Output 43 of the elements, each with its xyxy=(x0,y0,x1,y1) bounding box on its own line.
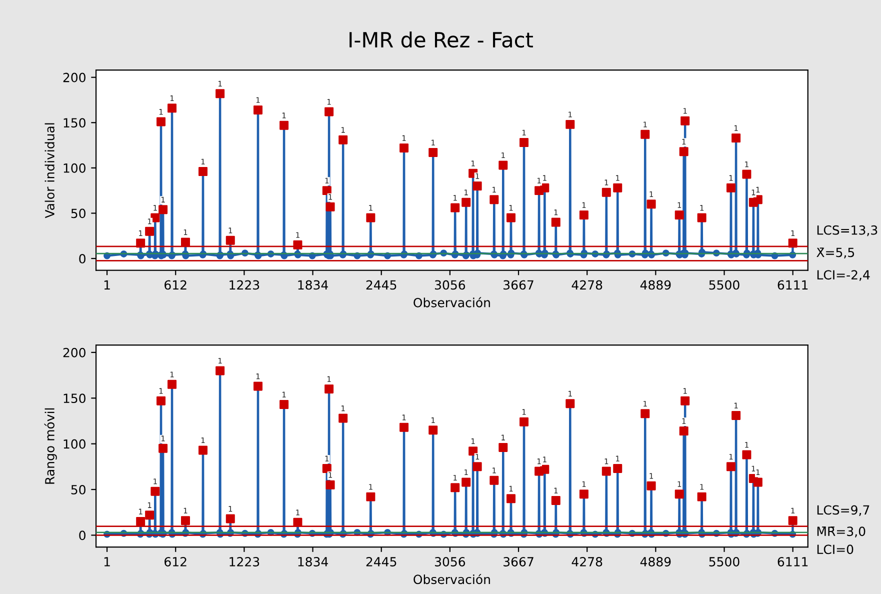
x-tick-label: 3056 xyxy=(434,280,466,290)
x-tick-label: 1223 xyxy=(230,280,260,290)
x-tick-label: 3667 xyxy=(504,557,534,566)
x-axis-title: Observación xyxy=(414,297,490,308)
y-tick-label: 0 xyxy=(79,254,86,264)
x-tick-label: 4889 xyxy=(640,557,671,566)
ref-line-label: LCI=-2,4 xyxy=(817,270,870,281)
x-tick-label: 4278 xyxy=(572,280,602,290)
y-tick-label: 200 xyxy=(63,72,86,82)
x-tick-label: 612 xyxy=(164,280,186,290)
y-tick-label: 100 xyxy=(64,163,86,173)
x-tick-label: 6111 xyxy=(778,557,808,566)
x-tick-label: 612 xyxy=(164,557,186,566)
x-tick-label: 1834 xyxy=(298,280,328,290)
x-tick-label: 1834 xyxy=(298,557,328,566)
ref-line-label: LCS=13,3 xyxy=(817,225,878,236)
ref-line-label: M̄R̄=3,0 xyxy=(817,526,866,538)
y-tick-label: 100 xyxy=(64,439,86,449)
x-tick-label: 3056 xyxy=(434,557,466,566)
y-tick-label: 50 xyxy=(71,208,86,218)
x-tick-label: 4889 xyxy=(640,280,671,290)
y-tick-label: 150 xyxy=(64,394,86,404)
x-tick-label: 5500 xyxy=(709,557,740,566)
y-tick-label: 200 xyxy=(63,348,86,358)
x-tick-label: 3667 xyxy=(504,280,534,290)
x-tick-label: 1 xyxy=(104,557,110,566)
x-tick-label: 1223 xyxy=(230,557,260,566)
y-axis-title: Valor individual xyxy=(44,123,54,218)
x-tick-label: 2445 xyxy=(366,280,396,290)
y-axis-title: Rango móvil xyxy=(44,408,57,484)
y-tick-label: 0 xyxy=(79,530,86,540)
chart-title: I-MR de Rez - Fact xyxy=(350,32,533,48)
x-axis-title: Observación xyxy=(414,574,490,584)
x-tick-label: 4278 xyxy=(572,557,602,566)
ref-line-label: LCI=0 xyxy=(817,544,854,554)
ref-line-label: X̄=5,5 xyxy=(816,248,854,258)
y-tick-label: 50 xyxy=(71,484,86,494)
x-tick-label: 6111 xyxy=(778,280,808,290)
x-tick-label: 2445 xyxy=(366,557,396,566)
ref-line-label: LCS=9,7 xyxy=(817,505,870,516)
x-tick-label: 5500 xyxy=(709,280,740,290)
y-tick-label: 150 xyxy=(64,118,86,128)
x-tick-label: 1 xyxy=(104,280,110,290)
